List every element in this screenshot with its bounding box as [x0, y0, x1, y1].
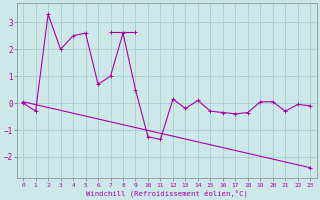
- X-axis label: Windchill (Refroidissement éolien,°C): Windchill (Refroidissement éolien,°C): [86, 189, 248, 197]
